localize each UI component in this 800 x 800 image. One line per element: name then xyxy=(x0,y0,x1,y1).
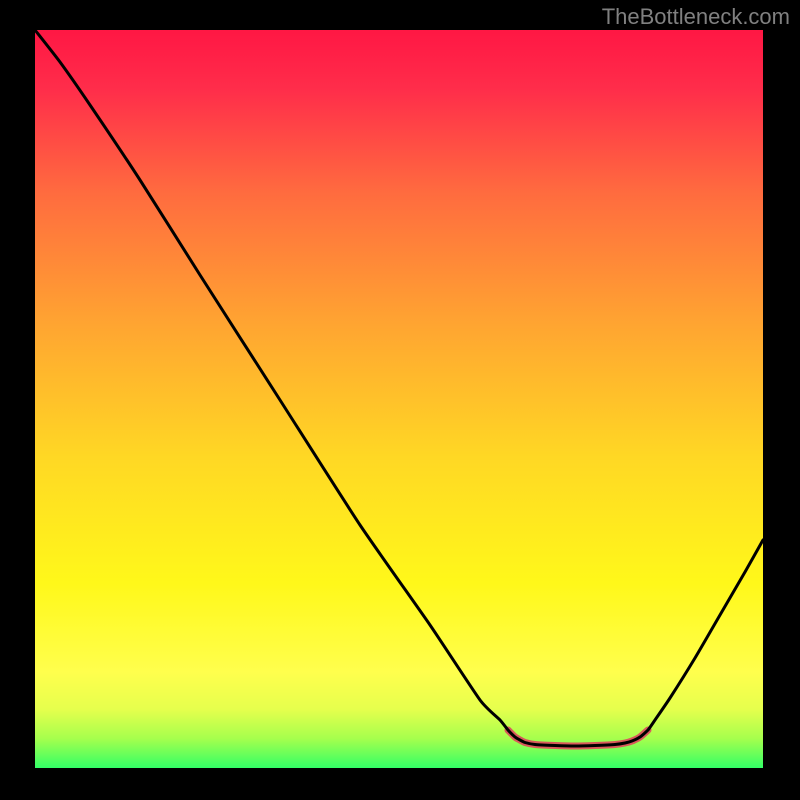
plot-background xyxy=(35,30,763,768)
plot-svg xyxy=(0,0,800,800)
watermark-text: TheBottleneck.com xyxy=(602,4,790,30)
chart-root: TheBottleneck.com xyxy=(0,0,800,800)
